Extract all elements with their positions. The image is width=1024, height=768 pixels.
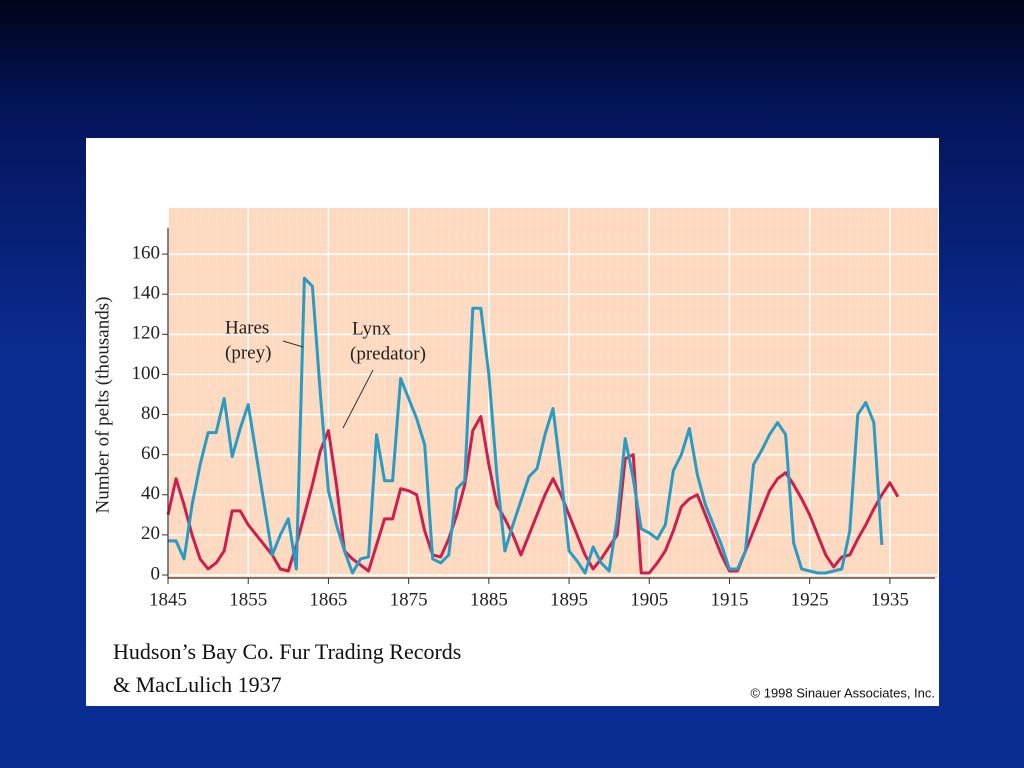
x-tick-label: 1855 xyxy=(229,589,267,610)
source-line: Hudson’s Bay Co. Fur Trading Records xyxy=(113,639,461,664)
x-tick-label: 1905 xyxy=(630,589,668,610)
x-tick-label: 1885 xyxy=(470,589,508,610)
hares-role: (prey) xyxy=(225,342,271,363)
y-tick-label: 120 xyxy=(132,323,161,344)
y-tick-label: 20 xyxy=(141,523,160,544)
x-tick-label: 1865 xyxy=(309,589,347,610)
y-tick-label: 0 xyxy=(151,563,161,584)
y-tick-label: 100 xyxy=(132,363,161,384)
y-tick-label: 40 xyxy=(141,483,160,504)
x-tick-label: 1845 xyxy=(149,589,187,610)
series-line xyxy=(166,415,900,575)
series-line xyxy=(168,276,884,575)
copyright: © 1998 Sinauer Associates, Inc. xyxy=(751,685,935,700)
minor-grid xyxy=(168,208,938,578)
hares-pointer xyxy=(282,340,304,348)
lynx-role: (predator) xyxy=(350,343,426,364)
lynx-pointer xyxy=(342,369,374,429)
y-tick-label: 140 xyxy=(132,283,161,304)
x-tick-label: 1875 xyxy=(390,589,428,610)
y-tick-label: 60 xyxy=(141,443,160,464)
y-axis-label: Number of pelts (thousands) xyxy=(92,297,113,514)
x-tick-label: 1935 xyxy=(871,589,909,610)
lynx-label: Lynx xyxy=(352,318,392,339)
hares-label: Hares xyxy=(225,317,269,338)
source-line: & MacLulich 1937 xyxy=(113,672,282,697)
y-tick-label: 80 xyxy=(141,403,160,424)
x-tick-label: 1925 xyxy=(791,589,829,610)
x-tick-label: 1915 xyxy=(710,589,748,610)
y-tick-label: 160 xyxy=(132,242,161,263)
x-tick-label: 1895 xyxy=(550,589,588,610)
